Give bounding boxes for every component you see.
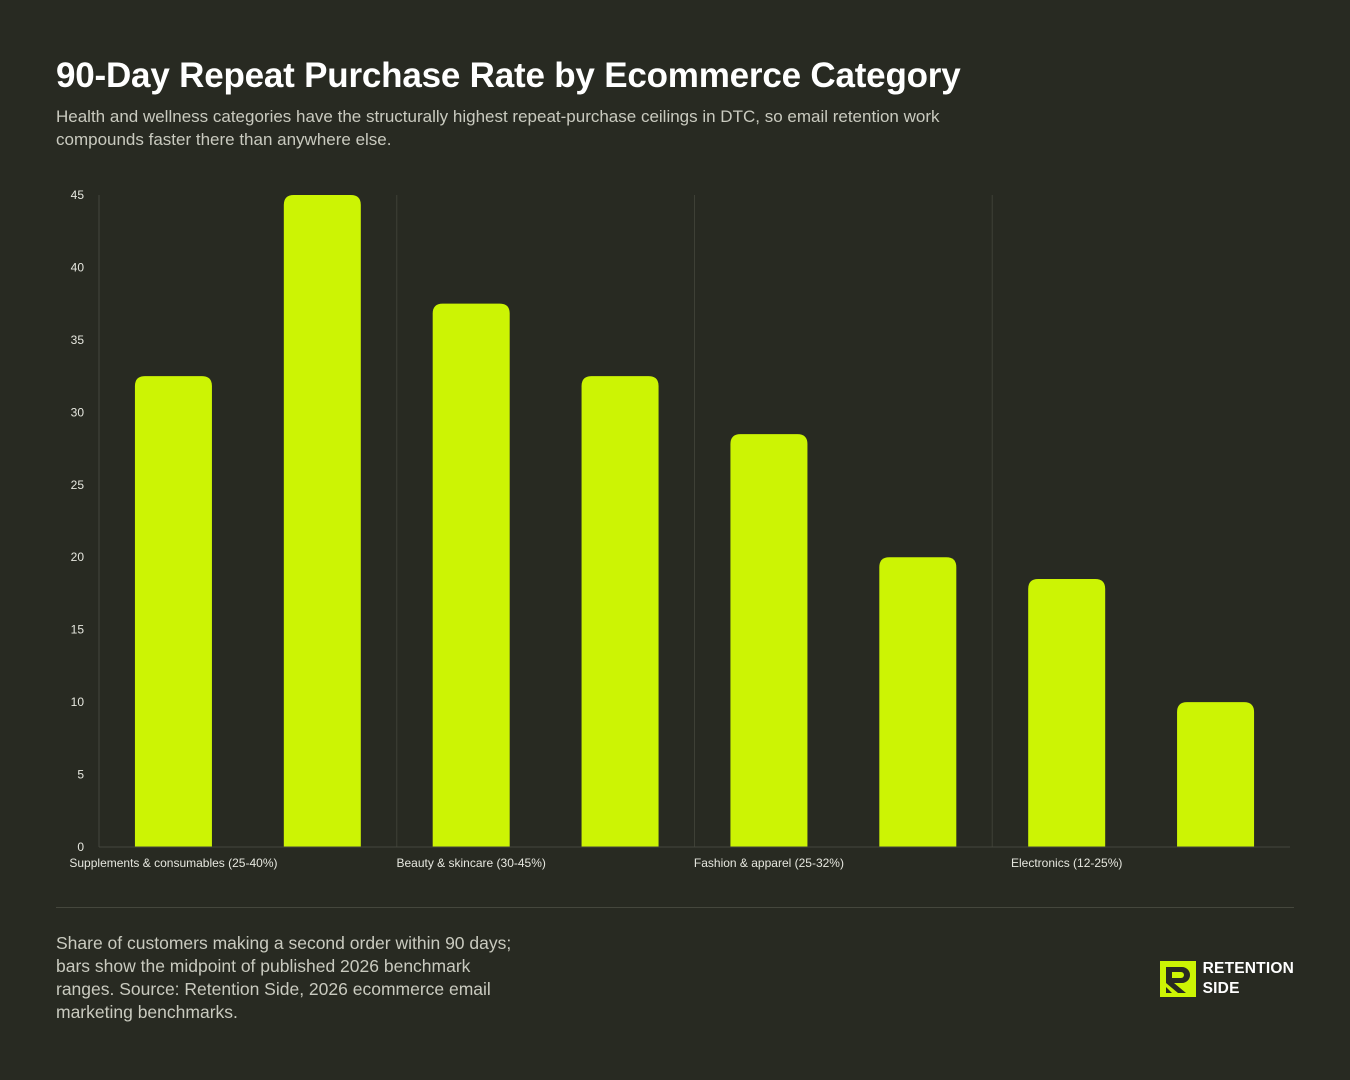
brand-name-line2: SIDE [1202, 980, 1240, 997]
bar [1028, 578, 1106, 847]
x-tick-label: Beauty & skincare (30-45%) [396, 856, 545, 870]
x-tick-label: Electronics (12-25%) [1011, 856, 1122, 870]
chart-subtitle: Health and wellness categories have the … [56, 107, 940, 149]
bar [283, 195, 361, 847]
y-tick-label: 0 [77, 840, 84, 854]
x-tick-label: Fashion & apparel (25-32%) [694, 856, 844, 870]
bar-chart: 0 5 10 15 20 25 30 35 40 45 Supplements & consumab… [69, 188, 1290, 870]
retention-side-logo-icon [1159, 961, 1196, 997]
footer-divider [56, 907, 1294, 908]
bar [134, 376, 212, 847]
x-tick-label: Supplements & consumables (25-40%) [69, 856, 277, 870]
y-tick-label: 45 [71, 188, 85, 202]
chart-title: 90-Day Repeat Purchase Rate by Ecommerce… [56, 56, 961, 95]
bar [879, 557, 957, 847]
y-tick-label: 15 [71, 623, 85, 637]
bar [581, 376, 659, 847]
brand-logo: RETENTION SIDE [1159, 959, 1294, 999]
bar [1177, 702, 1255, 847]
bar [432, 303, 510, 848]
bar [730, 434, 808, 847]
brand-name-line1: RETENTION [1202, 960, 1294, 977]
y-tick-label: 10 [71, 695, 85, 709]
y-tick-label: 5 [77, 768, 84, 782]
y-tick-label: 20 [71, 550, 85, 564]
source-footnote: Share of customers making a second order… [56, 933, 512, 1022]
y-tick-label: 40 [71, 260, 85, 274]
y-tick-label: 30 [71, 405, 85, 419]
y-tick-label: 35 [71, 333, 85, 347]
brand-name: RETENTION SIDE [1203, 959, 1294, 999]
y-tick-label: 25 [71, 478, 85, 492]
